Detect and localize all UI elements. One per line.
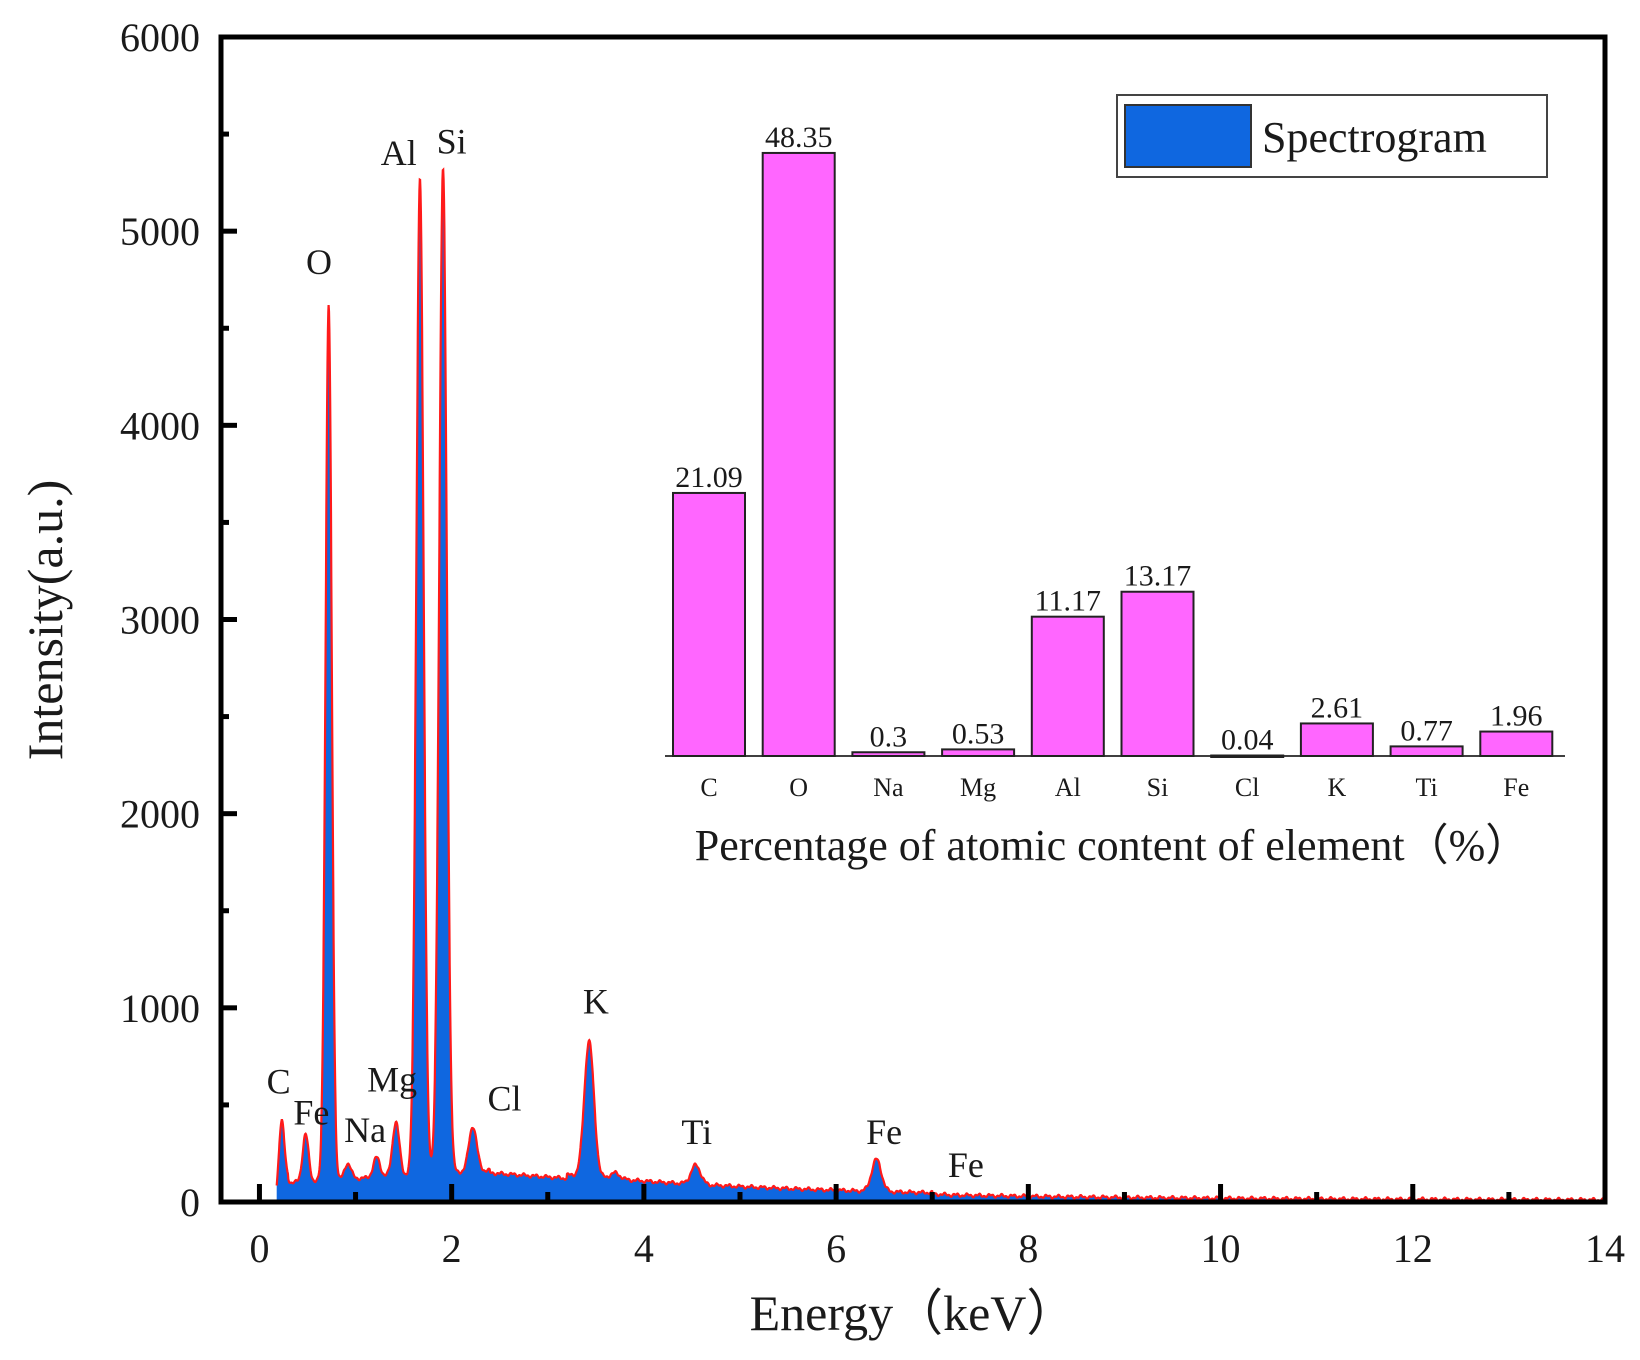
bar-category-label: K — [1328, 773, 1347, 802]
bar-value-label: 1.96 — [1490, 700, 1543, 733]
y-tick-label: 0 — [180, 1180, 200, 1225]
bar-value-label: 0.77 — [1400, 714, 1453, 747]
x-tick-label: 6 — [826, 1226, 846, 1271]
bar-category-label: Ti — [1415, 773, 1437, 802]
x-tick-label: 12 — [1393, 1226, 1433, 1271]
bar-na — [851, 751, 926, 757]
y-tick-label: 1000 — [120, 986, 200, 1031]
peak-label: Mg — [367, 1059, 417, 1099]
bar-value-label: 13.17 — [1124, 560, 1192, 593]
bar-ti — [1389, 745, 1464, 757]
bar-category-label: Al — [1055, 773, 1081, 802]
y-tick-label: 2000 — [120, 792, 200, 837]
bar-value-label: 0.04 — [1221, 724, 1274, 757]
bar-value-label: 0.53 — [952, 717, 1005, 750]
bar-value-label: 2.61 — [1311, 691, 1364, 724]
peak-label: Al — [381, 133, 417, 173]
inset-bars: 21.09 C 48.35 O 0.3 Na 0.53 Mg 11.17 Al 13.17 Si 0.0… — [672, 121, 1554, 802]
bar-category-label: Na — [873, 773, 904, 802]
bar-o — [761, 151, 836, 757]
spectrogram-line — [275, 167, 1606, 1203]
y-tick-label: 4000 — [120, 403, 200, 448]
x-tick-label: 4 — [634, 1226, 654, 1271]
bar-category-label: Cl — [1235, 773, 1260, 802]
peak-label: Cl — [488, 1079, 522, 1119]
legend-label-spectrogram: Spectrogram — [1262, 113, 1487, 162]
y-tick-label: 6000 — [120, 15, 200, 60]
bar-category-label: Mg — [960, 773, 996, 802]
y-axis-ticks: 0 1000 2000 3000 4000 5000 6000 — [120, 15, 237, 1225]
bar-category-label: C — [700, 773, 717, 802]
peak-label: C — [267, 1061, 291, 1101]
bar-k — [1299, 722, 1374, 757]
bar-value-label: 11.17 — [1035, 585, 1101, 618]
y-tick-label: 5000 — [120, 209, 200, 254]
plot-frame — [218, 34, 1608, 1205]
legend-swatch — [1124, 104, 1252, 168]
peak-label: O — [306, 242, 332, 282]
x-tick-label: 10 — [1201, 1226, 1241, 1271]
x-tick-label: 2 — [442, 1226, 462, 1271]
x-tick-label: 0 — [249, 1226, 269, 1271]
bar-value-label: 0.3 — [870, 720, 908, 753]
inset-x-label: Percentage of atomic content of element（… — [695, 821, 1529, 870]
peak-label: K — [583, 982, 609, 1022]
x-tick-label: 8 — [1018, 1226, 1038, 1271]
bar-category-label: Fe — [1503, 773, 1529, 802]
y-axis-label: Intensity(a.u.) — [17, 480, 73, 760]
spectrogram-fill — [276, 169, 1606, 1202]
legend: Spectrogram — [1116, 94, 1548, 178]
peak-label: Fe — [948, 1145, 984, 1185]
peak-label: Fe — [866, 1112, 902, 1152]
peak-label: Ti — [681, 1112, 712, 1152]
bar-fe — [1479, 730, 1554, 758]
y-tick-label: 3000 — [120, 598, 200, 643]
peak-label: Si — [437, 122, 467, 162]
bar-category-label: O — [789, 773, 808, 802]
spectrum-series — [275, 167, 1606, 1203]
peak-label: Fe — [293, 1092, 329, 1132]
bar-c — [672, 491, 746, 757]
bar-mg — [941, 748, 1016, 758]
peak-label: Na — [344, 1110, 386, 1150]
bar-value-label: 21.09 — [675, 461, 743, 494]
bar-category-label: Si — [1147, 773, 1169, 802]
bar-al — [1030, 615, 1105, 757]
x-tick-label: 14 — [1585, 1226, 1625, 1271]
bar-cl — [1210, 754, 1285, 759]
bar-value-label: 48.35 — [765, 121, 833, 154]
x-axis-ticks: 0 2 4 6 8 10 12 14 — [249, 1184, 1625, 1271]
inset-bar-chart: 21.09 C 48.35 O 0.3 Na 0.53 Mg 11.17 Al 13.17 Si 0.0… — [665, 121, 1565, 870]
x-axis-label: Energy（keV） — [750, 1285, 1077, 1341]
bar-si — [1120, 590, 1195, 758]
